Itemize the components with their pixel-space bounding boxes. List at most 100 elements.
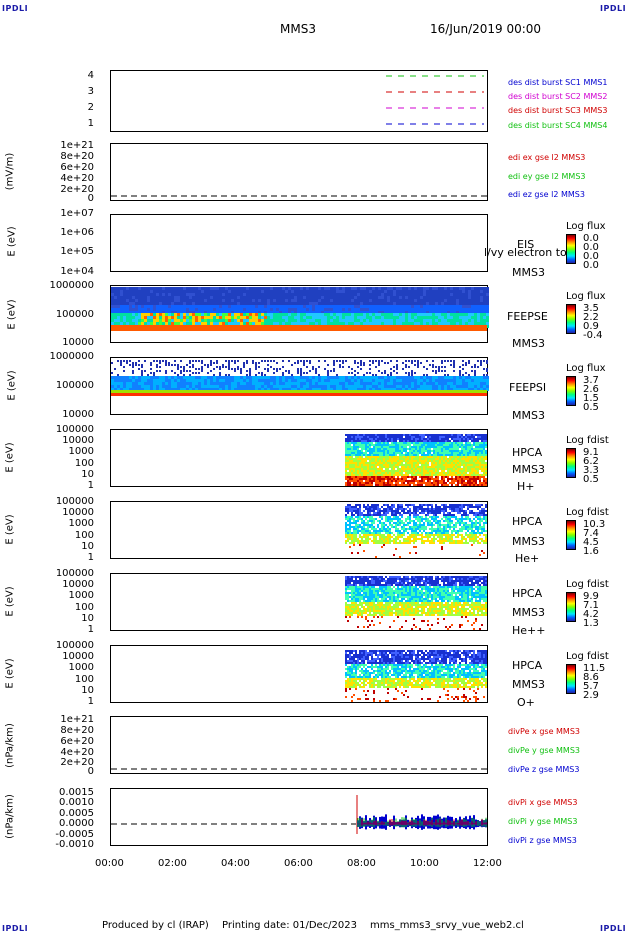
spectrogram-cell xyxy=(447,476,449,478)
spectrogram-cell xyxy=(159,302,162,305)
spectrogram-cell xyxy=(387,468,389,470)
spectrogram-cell xyxy=(367,474,369,476)
spectrogram-cell xyxy=(407,436,409,438)
spectrogram-cell xyxy=(420,308,423,311)
spectrogram-cell xyxy=(324,379,327,382)
spectrogram-cell xyxy=(357,446,359,448)
spectrogram-cell xyxy=(123,308,126,311)
spectrogram-cell xyxy=(159,290,162,293)
spectrogram-cell xyxy=(153,316,156,319)
spectrogram-cell xyxy=(297,293,300,296)
spectrogram-cell xyxy=(387,442,389,444)
spectrogram-cell xyxy=(359,480,361,482)
spectrogram-cell xyxy=(361,452,363,454)
spectrogram-cell xyxy=(186,388,189,391)
spectrogram-cell xyxy=(486,322,489,325)
spectrogram-cell xyxy=(198,319,201,322)
ytick: 100 xyxy=(74,674,94,685)
colorbar xyxy=(566,376,576,406)
spectrogram-cell xyxy=(433,450,435,452)
spectrogram-cell xyxy=(231,368,233,370)
spectrogram-cell xyxy=(288,382,291,385)
spectrogram-cell xyxy=(309,287,312,290)
spectrogram-cell xyxy=(363,442,365,444)
spectrogram-cell xyxy=(231,376,234,379)
spectrogram-cell xyxy=(291,382,294,385)
spectrogram-cell xyxy=(345,444,347,446)
spectrogram-cell xyxy=(439,474,441,476)
spectrogram-cell xyxy=(372,305,375,308)
spectrogram-cell xyxy=(171,313,174,316)
spectrogram-cell xyxy=(258,302,261,305)
spectrogram-cell xyxy=(377,474,379,476)
spectrogram-cell xyxy=(231,388,234,391)
spectrogram-cell xyxy=(375,293,378,296)
spectrogram-cell xyxy=(429,442,431,444)
spectrogram-cell xyxy=(165,311,168,314)
spectrogram-cell xyxy=(369,442,371,444)
spectrogram-cell xyxy=(348,311,351,314)
spectrogram-cell xyxy=(377,450,379,452)
spectrogram-cell xyxy=(403,464,405,466)
spectrogram-cell xyxy=(423,434,425,436)
spectrogram-cell xyxy=(409,442,411,444)
spectrogram-cell xyxy=(372,382,375,385)
spectrogram-cell xyxy=(192,290,195,293)
spectrogram-cell xyxy=(421,470,423,472)
spectrogram-cell xyxy=(453,360,455,362)
spectrogram-cell xyxy=(345,299,348,302)
spectrogram-cell xyxy=(443,464,445,466)
spectrogram-cell xyxy=(349,442,351,444)
spectrogram-cell xyxy=(264,308,267,311)
spectrogram-cell xyxy=(237,299,240,302)
spectrogram-cell xyxy=(183,366,185,368)
spectrogram-cell xyxy=(198,296,201,299)
spectrogram-cell xyxy=(126,376,129,379)
spectrogram-cell xyxy=(439,448,441,450)
spectrogram-cell xyxy=(453,379,456,382)
spectrogram-cell xyxy=(361,470,363,472)
spectrogram-cell xyxy=(377,478,379,480)
spectrogram-cell xyxy=(255,382,258,385)
spectrogram-cell xyxy=(201,382,204,385)
spectrogram-cell xyxy=(147,319,150,322)
spectrogram-cell xyxy=(255,305,258,308)
spectrogram-cell xyxy=(243,296,246,299)
spectrogram-cell xyxy=(369,302,372,305)
spectrogram-cell xyxy=(360,287,363,290)
spectrogram-cell xyxy=(389,460,391,462)
spectrogram-cell xyxy=(237,316,240,319)
spectrogram-cell xyxy=(397,446,399,448)
spectrogram-cell xyxy=(413,466,415,468)
spectrogram-cell xyxy=(198,302,201,305)
spectrogram-cell xyxy=(309,302,312,305)
spectrogram-cell xyxy=(117,308,120,311)
spectrogram-cell xyxy=(453,388,456,391)
spectrogram-cell xyxy=(441,322,444,325)
spectrogram-cell xyxy=(483,360,485,362)
spectrogram-cell xyxy=(435,366,437,368)
spectrogram-cell xyxy=(480,299,483,302)
spectrogram-cell xyxy=(405,379,408,382)
spectrogram-cell xyxy=(249,287,252,290)
spectrogram-cell xyxy=(402,376,405,379)
spectrogram-cell xyxy=(399,472,401,474)
spectrogram-cell xyxy=(385,452,387,454)
spectrogram-cell xyxy=(444,305,447,308)
spectrogram-cell xyxy=(365,444,367,446)
spectrogram-cell xyxy=(435,370,437,372)
spectrogram-cell xyxy=(351,448,353,450)
spectrogram-cell xyxy=(459,366,461,368)
spectrogram-cell xyxy=(480,362,482,364)
spectrogram-cell xyxy=(249,319,252,322)
spectrogram-cell xyxy=(459,372,461,374)
spectrogram-cell xyxy=(156,296,159,299)
spectrogram-cell xyxy=(405,434,407,436)
spectrogram-cell xyxy=(243,362,245,364)
spectrogram-cell xyxy=(228,368,230,370)
spectrogram-cell xyxy=(198,372,200,374)
spectrogram-cell xyxy=(258,290,261,293)
spectrogram-cell xyxy=(390,296,393,299)
spectrogram-cell xyxy=(363,444,365,446)
spectrogram-cell xyxy=(423,299,426,302)
